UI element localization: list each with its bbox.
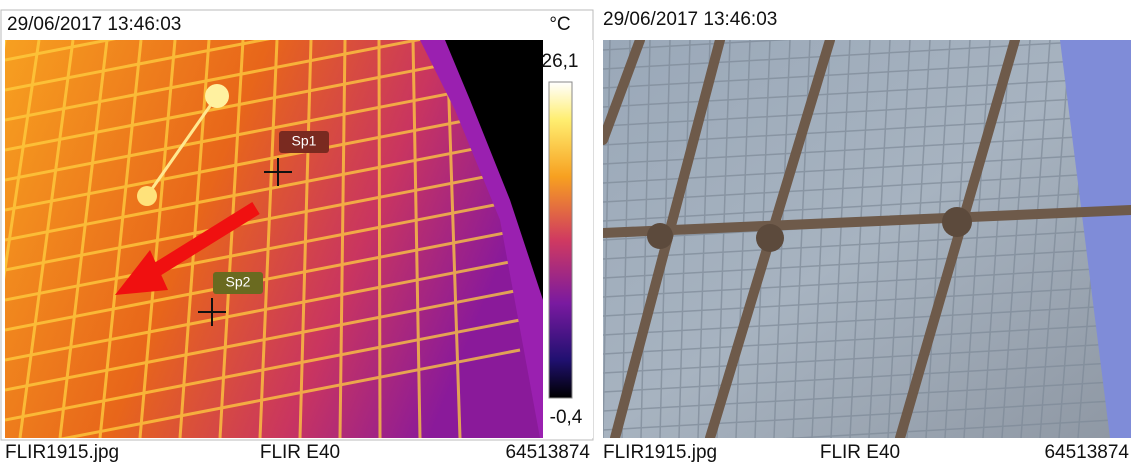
knot [756,224,784,252]
grid-line [5,40,271,92]
spot-label-bg [279,131,329,153]
grid-line [5,198,521,302]
grid-line [982,40,1011,438]
grid-line [735,40,751,438]
facade-grid [603,40,1131,438]
color-bar [548,81,573,399]
grid-line [716,40,731,438]
grid-line [603,190,1131,222]
knot [942,207,972,237]
sky-region [445,40,543,300]
sky [1060,40,1131,438]
serial-number: 64513874 [505,442,590,463]
grid-line [603,40,793,51]
grid-line [603,95,1131,127]
grid-line [5,108,521,212]
crosshair [264,158,292,186]
thermal-grid [5,40,521,438]
rope [603,40,645,145]
grid-line [603,247,1131,279]
grid-line [603,171,1131,203]
grid-line [603,323,1131,355]
grid-line [5,138,521,242]
spot-label: Sp1 [292,133,317,149]
grid-line [783,418,1131,438]
serial-number: 64513874 [1044,442,1129,463]
grid-line [830,40,851,438]
rope [145,95,219,197]
grid-line [1039,40,1071,438]
grid-line [603,342,1131,374]
spot-label-bg [213,272,263,294]
grid-line [5,40,116,62]
spot-label: Sp2 [226,274,251,290]
grid-line [906,40,931,438]
grid-line [603,399,1131,431]
grid-line [5,258,521,362]
grid-line [603,361,1131,393]
grid-line [5,40,425,122]
grid-line [603,228,1131,260]
file-name: FLIR1915.jpg [5,442,119,463]
rope [603,205,1131,238]
grid-line [868,40,891,438]
timestamp: 29/06/2017 13:46:03 [7,14,181,35]
grid-line [1020,40,1051,438]
scale-max: 26,1 [542,51,579,72]
grid-line [5,288,521,392]
grid-line [603,380,1131,412]
grid-line [5,168,521,272]
grid-line [678,40,691,438]
grid-line [603,285,1131,317]
grid-line [218,40,245,438]
grid-line [697,40,711,438]
grid-line [338,40,347,438]
grid-line [811,40,831,438]
grid-line [603,40,1127,70]
grid-line [603,266,1131,298]
unit: °C [549,14,570,35]
camera-model: FLIR E40 [820,442,900,463]
grid-line [445,40,462,438]
grid-line [603,57,1131,89]
knot [137,186,157,206]
crosshair [198,298,226,326]
grid-line [18,40,75,438]
grid-line [411,40,422,438]
grid-line [849,40,871,438]
grid-line [58,348,521,438]
visual-image [603,40,1131,438]
file-name: FLIR1915.jpg [603,442,717,463]
grid-line [603,76,1131,108]
rope [895,40,1020,438]
timestamp: 29/06/2017 13:46:03 [603,9,777,30]
arrow-head [115,250,168,295]
grid-line [58,40,109,438]
grid-line [640,40,651,438]
knot [205,84,229,108]
thermal-image: Sp1 Sp2 [5,40,543,438]
grid-line [603,304,1131,336]
arrow-shaft [136,202,260,286]
grid-line [887,40,911,438]
grid-line [298,40,313,438]
grid-line [258,40,279,438]
grid-line [603,152,1131,184]
grid-line [5,318,521,422]
grid-line [1001,40,1031,438]
scale-min: -0,4 [550,407,583,428]
knot [647,223,673,249]
camera-model: FLIR E40 [260,442,340,463]
grid-line [5,78,521,182]
